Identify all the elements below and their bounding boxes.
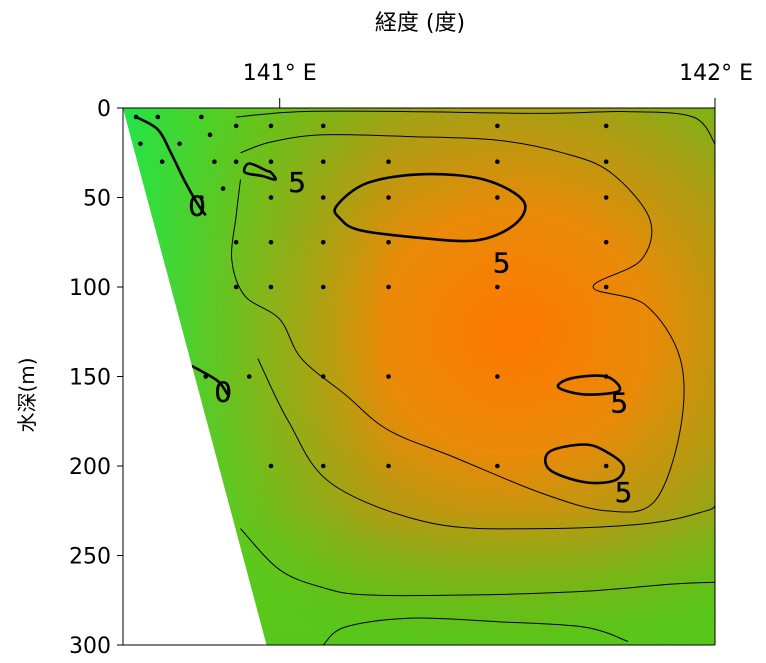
contour-label: 0: [214, 376, 232, 409]
sample-point: [603, 239, 609, 245]
sample-point: [320, 374, 326, 379]
y-tick-label: 50: [83, 187, 111, 212]
sample-point: [203, 374, 209, 379]
y-tick-label: 0: [97, 97, 111, 122]
y-axis-label: 水深(m): [15, 357, 39, 432]
contour-lines: [135, 110, 715, 645]
contour-label: 0: [188, 189, 206, 222]
y-tick-label: 100: [69, 276, 111, 301]
contour-level-5-3: [242, 162, 277, 181]
sample-point: [220, 186, 226, 191]
sample-point: [268, 284, 274, 290]
sample-point: [603, 123, 609, 129]
sample-point: [495, 123, 500, 129]
sample-point: [268, 239, 274, 245]
sample-point: [386, 239, 391, 245]
contour-level-5-0: [333, 172, 527, 243]
sample-point: [320, 159, 326, 164]
sample-point: [212, 159, 217, 164]
sample-point: [603, 195, 609, 200]
sample-point: [133, 114, 139, 120]
sample-points: [133, 114, 609, 469]
sample-point: [199, 114, 204, 120]
contour-level-3-6: [257, 358, 715, 530]
sample-point: [320, 463, 326, 469]
contour-labels: 5 5 5 5 0 0: [188, 166, 633, 509]
contour-label: 5: [610, 386, 628, 419]
contour-level-4-4: [231, 134, 685, 513]
sample-point: [320, 239, 326, 245]
sample-point: [177, 141, 182, 147]
sample-point: [138, 141, 143, 147]
sample-point: [268, 463, 274, 469]
x-axis-label: 経度 (度): [375, 11, 465, 36]
sample-point: [320, 195, 326, 200]
sample-point: [199, 195, 204, 200]
sample-point: [495, 159, 500, 164]
contour-level-5-1: [556, 374, 622, 396]
sample-point: [603, 159, 609, 164]
y-ticks: 0 50 100 150 200 250 300: [69, 97, 123, 659]
contour-level-0-9: [135, 115, 207, 217]
sample-point: [386, 159, 391, 164]
sample-point: [495, 463, 500, 469]
sample-point: [386, 284, 391, 290]
y-tick-label: 300: [69, 634, 111, 659]
y-tick-label: 200: [69, 455, 111, 480]
sample-point: [268, 195, 274, 200]
contour-level-2-7: [240, 528, 715, 597]
y-tick-label: 250: [69, 545, 111, 570]
sample-point: [603, 463, 609, 469]
sample-point: [603, 374, 609, 379]
x-tick-label: 141° E: [243, 61, 317, 86]
sample-point: [233, 239, 239, 245]
sample-point: [268, 123, 274, 129]
sample-point: [386, 195, 391, 200]
sample-point: [495, 195, 500, 200]
contour-level-5-2: [543, 443, 626, 485]
sample-point: [495, 374, 500, 379]
sample-point: [603, 284, 609, 290]
sample-point: [495, 284, 500, 290]
sample-point: [233, 123, 239, 129]
contour-label: 5: [288, 166, 306, 199]
sample-point: [386, 374, 391, 379]
sample-point: [268, 159, 274, 164]
x-ticks: 141° E 142° E: [243, 61, 753, 108]
contour-level-3-5: [236, 110, 715, 145]
sample-point: [320, 123, 326, 129]
sample-point: [207, 132, 213, 138]
sample-point: [246, 374, 252, 379]
sample-point: [233, 284, 239, 290]
sample-point: [159, 159, 165, 164]
contour-label: 5: [493, 247, 511, 280]
contour-label: 5: [615, 476, 633, 509]
y-tick-label: 150: [69, 366, 111, 391]
sample-point: [320, 284, 326, 290]
contour-level-1-8: [322, 617, 629, 645]
x-tick-label: 142° E: [679, 61, 753, 86]
sample-point: [233, 159, 239, 164]
sample-point: [155, 114, 161, 120]
sample-point: [386, 463, 391, 469]
